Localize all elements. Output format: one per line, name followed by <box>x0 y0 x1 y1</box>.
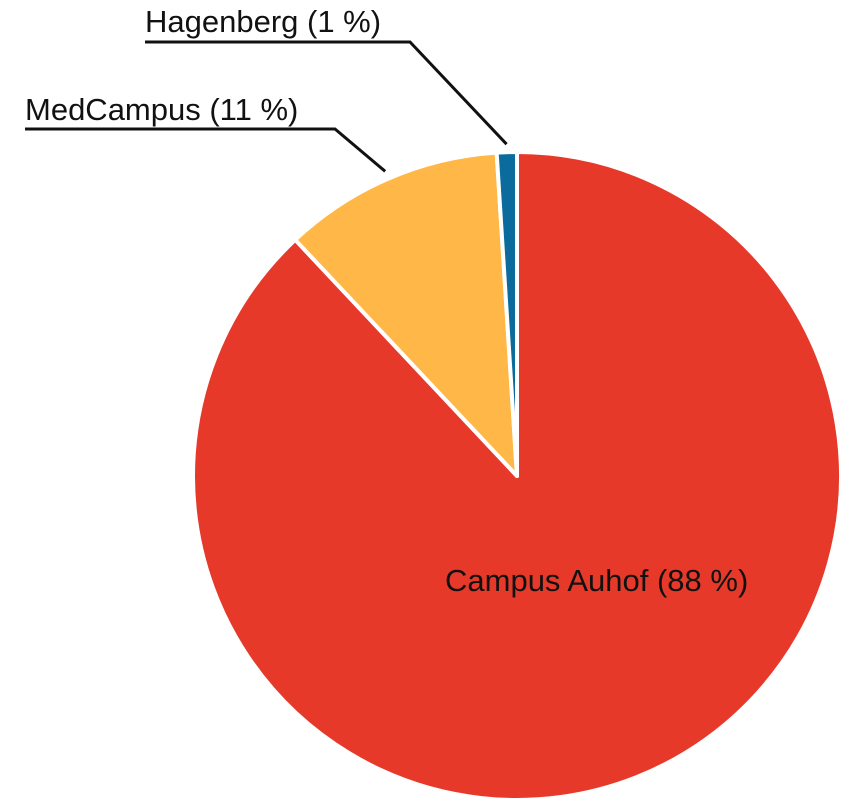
data-label: Campus Auhof (88 %) <box>445 563 748 598</box>
data-label: Hagenberg (1 %) <box>145 4 381 39</box>
leader-line <box>145 40 508 146</box>
pie-slice <box>293 150 519 478</box>
pie-slice <box>494 150 519 478</box>
data-label: MedCampus (11 %) <box>25 92 298 127</box>
leader-line <box>25 127 387 173</box>
